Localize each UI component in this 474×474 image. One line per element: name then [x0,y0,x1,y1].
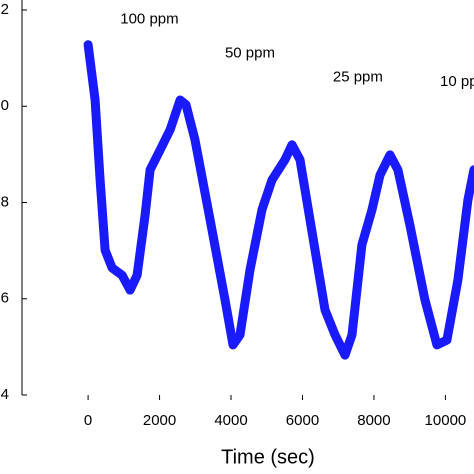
x-tick-label: 6000 [286,412,319,429]
x-tick-label: 4000 [214,412,247,429]
x-tick-label: 2000 [143,412,176,429]
x-tick-label: 10000 [425,412,467,429]
annotation: 25 ppm [333,68,383,85]
y-tick-label: 0.6 [0,290,9,307]
x-tick-label: 8000 [357,412,390,429]
x-axis-label: Time (sec) [221,446,315,468]
x-tick-label: 0 [84,412,92,429]
y-tick-label: 0.4 [0,386,9,403]
line-series [83,40,474,360]
annotation: 10 ppm [440,73,474,90]
y-tick-label: 0.8 [0,193,9,210]
annotation: 50 ppm [225,44,275,61]
y-tick-label: 1.0 [0,97,9,114]
y-tick-label: 1.2 [0,1,9,18]
annotation: 100 ppm [120,11,178,28]
